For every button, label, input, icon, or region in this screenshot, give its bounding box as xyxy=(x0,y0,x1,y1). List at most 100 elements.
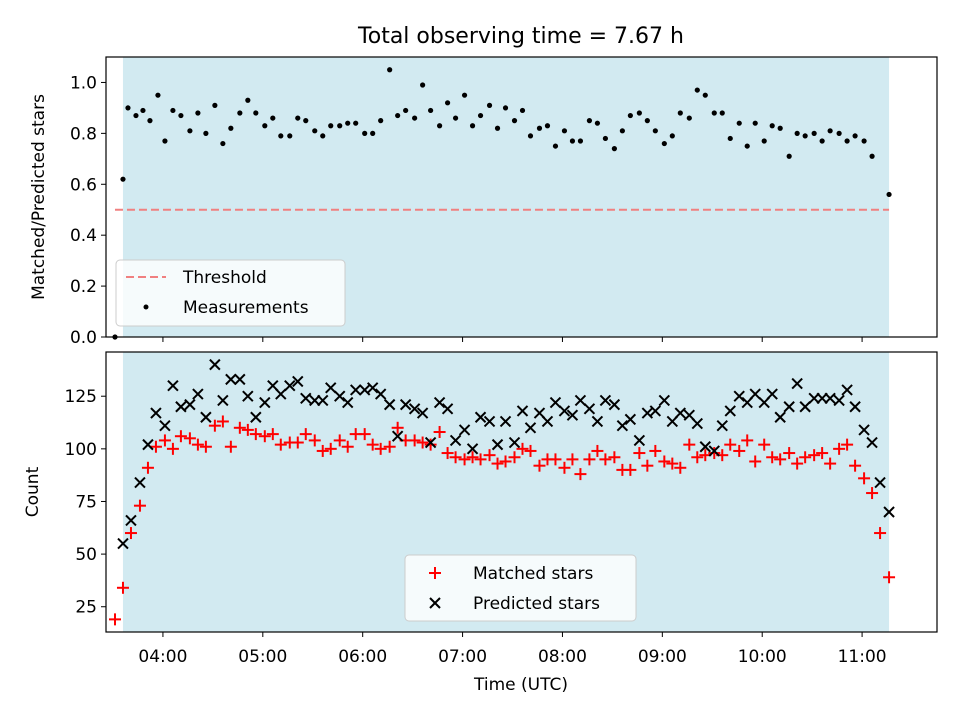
measurement-point xyxy=(569,138,576,144)
matched-star-point xyxy=(216,415,229,428)
predicted-star-point xyxy=(783,401,795,413)
measurement-point xyxy=(886,191,892,198)
top-axes-frame xyxy=(105,56,938,338)
predicted-star-point xyxy=(242,390,254,402)
matched-star-point xyxy=(324,442,337,455)
measurement-point xyxy=(794,130,800,136)
measurement-point xyxy=(155,92,161,98)
matched-star-point xyxy=(233,421,246,434)
measurement-point xyxy=(245,97,251,103)
predicted-star-point xyxy=(408,403,421,415)
matched-star-point xyxy=(174,430,187,443)
predicted-star-point xyxy=(292,375,304,388)
top-y-tick-label: 1.0 xyxy=(70,73,97,93)
matched-star-point xyxy=(449,451,462,464)
measurement-point xyxy=(627,112,633,119)
measurement-point xyxy=(387,67,393,73)
predicted-star-point xyxy=(458,424,471,436)
measurement-point xyxy=(586,118,593,124)
predicted-star-point xyxy=(491,438,504,451)
predicted-star-point xyxy=(599,394,612,407)
matched-star-point xyxy=(141,461,154,474)
matched-star-point xyxy=(633,447,646,460)
measurement-point xyxy=(769,123,775,129)
measurement-point xyxy=(527,133,534,139)
matched-star-point xyxy=(733,444,746,457)
matched-legend-swatch xyxy=(429,567,441,579)
matched-star-point xyxy=(408,434,421,447)
measurement-point xyxy=(133,112,139,119)
matched-star-point xyxy=(658,455,671,468)
measurement-point xyxy=(611,146,617,152)
predicted-star-point xyxy=(733,390,745,402)
measurement-point xyxy=(436,123,443,129)
threshold-legend-label: Threshold xyxy=(182,268,267,288)
predicted-star-point xyxy=(616,419,629,432)
predicted-star-point xyxy=(125,514,137,527)
matched-star-point xyxy=(641,459,654,472)
measurement-point xyxy=(577,138,584,144)
measurement-point xyxy=(661,140,667,147)
predicted-star-point xyxy=(441,403,454,415)
matched-star-point xyxy=(833,442,846,455)
predicted-star-point xyxy=(824,392,836,405)
measurement-point xyxy=(519,107,526,114)
predicted-star-point xyxy=(649,405,662,417)
matched-star-point xyxy=(499,455,512,468)
matched-star-point xyxy=(858,472,871,485)
matched-star-point xyxy=(208,419,221,432)
bottom-y-tick-label: 50 xyxy=(75,545,97,565)
measurement-point xyxy=(237,110,243,116)
matched-star-point xyxy=(758,438,771,451)
measurement-point xyxy=(494,125,501,131)
measurement-point xyxy=(786,153,792,159)
measurement-point xyxy=(312,128,318,134)
predicted-star-point xyxy=(549,396,562,409)
matched-star-point xyxy=(599,453,612,466)
top-y-tick-label: 0.0 xyxy=(70,328,97,348)
measurement-point xyxy=(444,100,451,106)
predicted-star-point xyxy=(433,396,446,409)
measurement-point xyxy=(711,110,717,116)
matched-star-point xyxy=(108,613,121,626)
measurement-point xyxy=(287,133,293,139)
measurement-point xyxy=(353,120,359,126)
predicted-star-point xyxy=(159,419,171,432)
predicted-star-point xyxy=(791,377,803,390)
measurements-legend-label: Measurements xyxy=(183,298,309,318)
matched-star-point xyxy=(308,434,321,447)
top-y-tick-label: 0.6 xyxy=(70,175,97,195)
predicted-star-point xyxy=(466,443,479,455)
matched-star-point xyxy=(791,457,804,470)
matched-star-point xyxy=(841,438,854,451)
predicted-star-point xyxy=(749,388,761,400)
chart-title: Total observing time = 7.67 h xyxy=(357,24,684,49)
matched-star-point xyxy=(366,438,379,451)
matched-star-point xyxy=(291,436,304,449)
predicted-star-point xyxy=(416,407,429,419)
predicted-star-point xyxy=(708,445,720,457)
x-tick-label: 05:00 xyxy=(238,647,287,667)
matched-star-point xyxy=(191,438,204,451)
bottom-panel: 25 50 75 100 125 04:00 05:00 06:00 07:00 08:00 09:… xyxy=(23,351,938,667)
matched-star-point xyxy=(116,581,129,594)
matched-star-point xyxy=(549,453,562,466)
x-tick-label: 11:00 xyxy=(838,647,887,667)
measurement-point xyxy=(869,153,875,159)
measurement-point xyxy=(295,115,301,121)
measurement-point xyxy=(652,128,658,134)
predicted-star-point xyxy=(716,419,728,432)
top-y-tick-label: 0.4 xyxy=(70,226,97,246)
predicted-star-point xyxy=(499,415,512,428)
matched-star-point xyxy=(391,421,404,434)
measurement-point xyxy=(469,123,476,129)
measurement-point xyxy=(694,87,700,93)
predicted-star-point xyxy=(275,388,287,400)
matched-star-point xyxy=(358,428,371,441)
measurement-point xyxy=(403,107,409,114)
matched-star-point xyxy=(724,438,737,451)
matched-star-point xyxy=(383,440,396,453)
measurement-point xyxy=(836,130,842,136)
measurement-point xyxy=(278,133,284,139)
predicted-star-point xyxy=(691,417,703,430)
